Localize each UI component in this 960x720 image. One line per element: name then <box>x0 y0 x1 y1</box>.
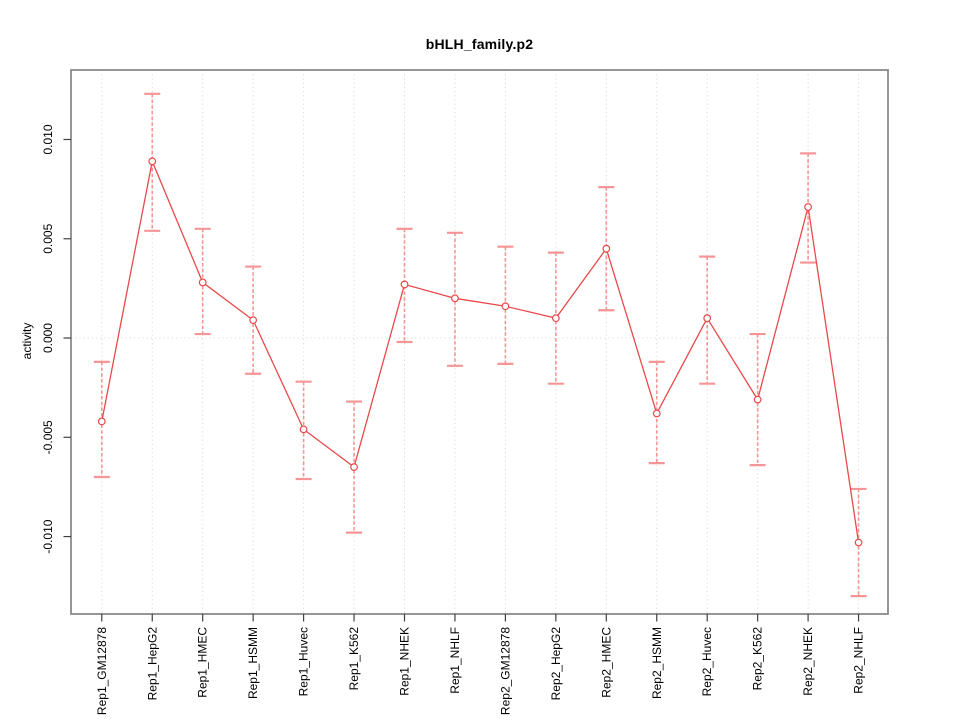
data-point-marker <box>804 203 812 211</box>
data-point-marker <box>854 538 863 547</box>
y-tick-label: 0.000 <box>41 323 55 353</box>
data-point-marker <box>249 316 258 325</box>
data-point-marker <box>501 302 510 311</box>
x-tick-label: Rep1_Huvec <box>297 627 311 696</box>
x-tick-label: Rep2_K562 <box>751 627 765 691</box>
x-tick-label: Rep2_HMEC <box>599 627 613 698</box>
plot-frame <box>70 69 889 615</box>
x-tick-label: Rep2_NHLF <box>852 627 866 694</box>
data-point-marker <box>97 417 106 426</box>
x-tick-label: Rep1_NHLF <box>448 627 462 694</box>
x-tick-label: Rep1_HepG2 <box>145 627 159 701</box>
y-tick-label: -0.005 <box>41 420 55 454</box>
y-axis-label: activity <box>20 322 34 360</box>
x-tick-label: Rep2_Huvec <box>700 627 714 696</box>
x-tick-label: Rep2_GM12878 <box>498 627 512 715</box>
x-tick-label: Rep1_GM12878 <box>95 627 109 715</box>
x-tick-label: Rep1_NHEK <box>398 627 412 696</box>
series-line <box>101 159 860 543</box>
y-tick-label: 0.005 <box>41 223 55 253</box>
x-tick-label: Rep2_HSMM <box>650 627 664 699</box>
data-point-marker <box>703 314 712 323</box>
data-point-marker <box>148 157 157 166</box>
y-tick-label: 0.010 <box>41 124 55 154</box>
data-point-marker <box>602 244 611 253</box>
chart-title: bHLH_family.p2 <box>425 36 534 52</box>
x-tick-label: Rep2_HepG2 <box>549 627 563 701</box>
x-tick-label: Rep1_HMEC <box>196 627 210 698</box>
data-point-marker <box>753 395 762 404</box>
data-point-marker <box>400 280 409 289</box>
y-tick-label: -0.010 <box>41 519 55 553</box>
data-point-marker <box>198 278 207 287</box>
x-tick-label: Rep2_NHEK <box>801 627 815 696</box>
x-tick-label: Rep1_K562 <box>347 627 361 691</box>
data-point-marker <box>652 409 661 418</box>
x-tick-label: Rep1_HSMM <box>246 627 260 699</box>
data-point-marker <box>299 425 308 434</box>
data-point-marker <box>551 314 560 323</box>
data-point-marker <box>451 294 459 303</box>
data-point-marker <box>350 463 358 471</box>
